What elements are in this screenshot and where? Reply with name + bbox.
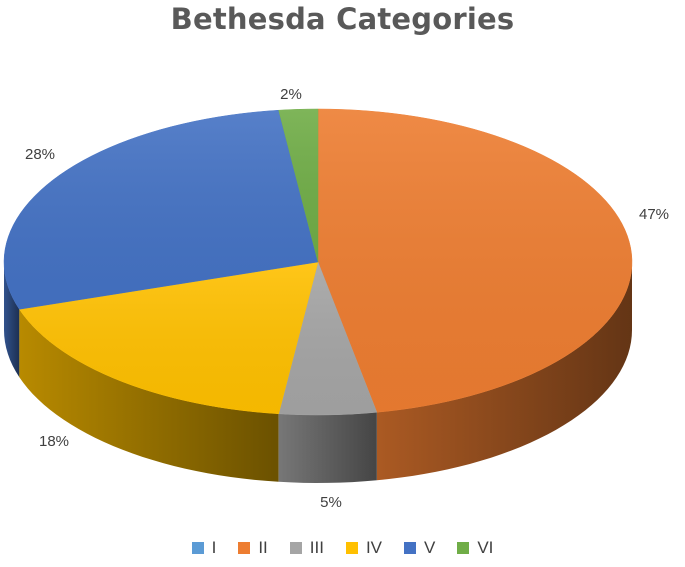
legend-label-VI: VI [477,538,494,557]
pie-sides [4,262,632,483]
pie-label-III: 5% [320,494,342,511]
pie-label-IV: 18% [39,433,69,450]
pie-side-IV [19,309,279,482]
legend-item-III: III [289,538,324,558]
chart-title: Bethesda Categories [170,2,515,36]
legend-swatch-I [191,542,204,554]
legend-item-VI: VI [457,538,493,558]
legend-item-II: II [238,538,268,558]
pie-slice-shade-VI [278,109,318,262]
legend-swatch-V [404,542,416,554]
pie-slice-shade-IV [19,262,319,414]
pie-slice-shade-II [318,109,632,413]
legend-swatch-II [238,542,251,554]
pie-slice-shade-V [4,110,318,310]
legend-item-IV: IV [345,538,382,558]
legend-swatch-IV [345,542,358,554]
legend-label-IV: IV [365,538,382,557]
pie-labels: 47% 5% 18% 28% 2% [25,86,669,511]
legend-label-I: I [211,538,217,557]
legend-swatch-VI [457,542,470,554]
legend-swatch-III [289,542,302,554]
pie-label-VI: 2% [280,86,302,103]
legend-label-III: III [309,538,324,557]
legend-label-V: V [424,538,436,557]
pie-slice-shade-III [278,262,377,415]
pie-label-II: 47% [639,206,669,223]
pie-side-II [376,262,632,481]
pie-side-V [4,262,20,378]
legend-label-II: II [258,538,268,557]
chart-legend: I II III IV V VI [0,538,685,558]
pie-side-III [278,412,377,483]
pie-label-V: 28% [25,146,55,163]
legend-item-V: V [404,538,435,558]
pie-tops [3,108,633,416]
legend-item-I: I [191,538,217,558]
